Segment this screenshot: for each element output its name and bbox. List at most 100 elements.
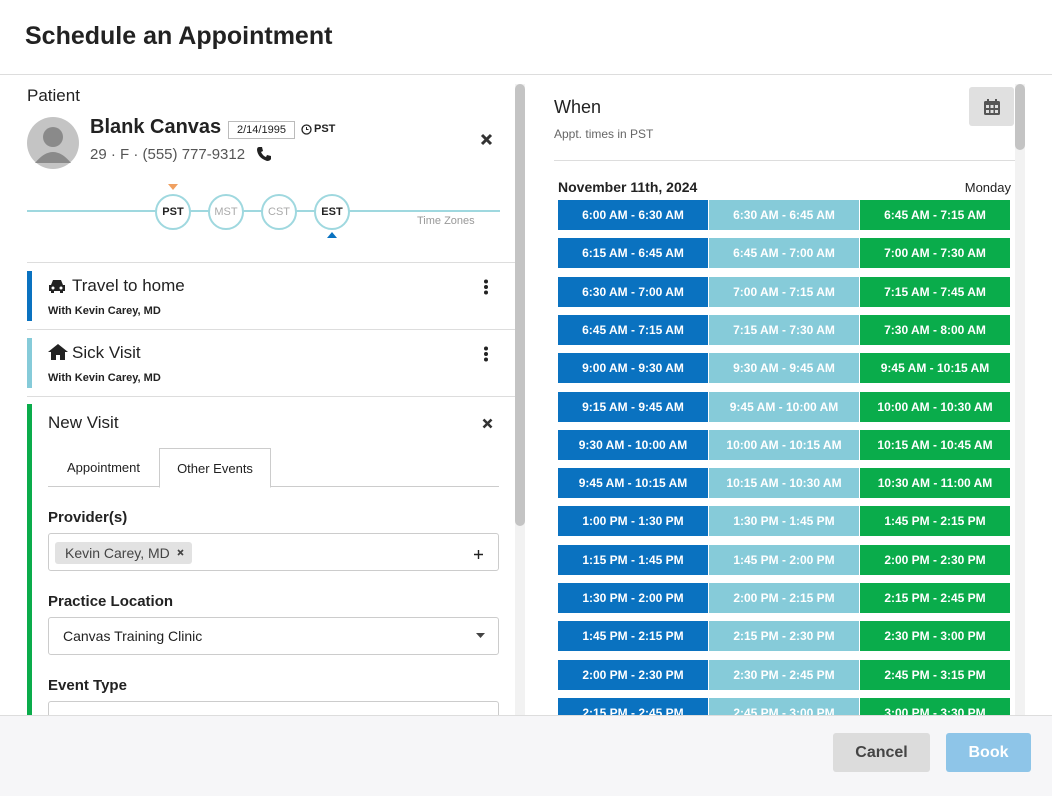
avatar [27,117,79,169]
slot-grid: 6:00 AM - 6:30 AM 6:30 AM - 6:45 AM 6:45 A… [558,200,1010,715]
time-slot[interactable]: 7:00 AM - 7:30 AM [860,238,1010,269]
time-slot[interactable]: 6:45 AM - 7:00 AM [709,238,859,269]
time-slot[interactable]: 1:45 PM - 2:15 PM [860,506,1010,537]
time-slot[interactable]: 2:00 PM - 2:30 PM [860,544,1010,575]
divider [554,160,1015,161]
time-slot[interactable]: 6:15 AM - 6:45 AM [558,238,708,269]
time-slot[interactable]: 2:15 PM - 2:30 PM [709,621,859,652]
location-value: Canvas Training Clinic [63,628,203,644]
new-visit-title: New Visit [48,413,119,432]
time-slot[interactable]: 10:30 AM - 11:00 AM [860,468,1010,499]
time-slot[interactable]: 7:15 AM - 7:45 AM [860,276,1010,307]
time-slot[interactable]: 9:30 AM - 10:00 AM [558,429,708,460]
scrollbar-track [1015,84,1025,715]
time-slot[interactable]: 1:45 PM - 2:15 PM [558,621,708,652]
scrollbar-thumb[interactable] [515,84,525,526]
tab-line [48,486,499,487]
event-menu[interactable] [483,279,489,295]
car-icon [49,280,65,293]
time-slot[interactable]: 10:00 AM - 10:15 AM [709,429,859,460]
time-slot[interactable]: 3:00 PM - 3:30 PM [860,697,1010,715]
tab[interactable]: Appointment [67,460,140,475]
close-new-visit[interactable] [482,418,493,429]
time-slot[interactable]: 9:15 AM - 9:45 AM [558,391,708,422]
current-tz-marker [168,184,178,190]
section-label: Patient [27,86,80,105]
field-label: Event Type [48,677,127,694]
time-slot[interactable]: 10:15 AM - 10:45 AM [860,429,1010,460]
remove-provider[interactable] [177,549,184,556]
time-slot[interactable]: 10:00 AM - 10:30 AM [860,391,1010,422]
phone-icon [257,147,271,161]
time-slot[interactable]: 2:45 PM - 3:15 PM [860,659,1010,690]
event-bar [27,404,32,715]
timezone[interactable]: PST [155,194,191,230]
time-slot[interactable]: 2:15 PM - 2:45 PM [558,697,708,715]
time-slot[interactable]: 7:00 AM - 7:15 AM [709,276,859,307]
dialog-title: Schedule an Appointment [25,22,333,50]
event-title: Travel to home [72,276,185,295]
event-provider: With Kevin Carey, MD [48,305,161,317]
selected-tz-marker [327,232,337,238]
home-icon [48,344,68,360]
time-slot[interactable]: 9:30 AM - 9:45 AM [709,353,859,384]
when-title: When [554,97,602,117]
event-provider: With Kevin Carey, MD [48,372,161,384]
calendar-icon [984,99,1000,115]
event-bar [27,271,32,321]
clock-icon [301,124,312,135]
patient-dob: 2/14/1995 [228,121,295,139]
time-slot[interactable]: 1:00 PM - 1:30 PM [558,506,708,537]
time-slot[interactable]: 9:45 AM - 10:15 AM [860,353,1010,384]
event-menu[interactable] [483,346,489,362]
time-slot[interactable]: 2:00 PM - 2:30 PM [558,659,708,690]
time-slot[interactable]: 7:15 AM - 7:30 AM [709,314,859,345]
time-slot[interactable]: 6:45 AM - 7:15 AM [558,314,708,345]
event-title: Sick Visit [72,343,141,362]
add-provider[interactable] [474,550,483,559]
timezone-label: Time Zones [417,215,475,227]
book-button[interactable]: Book [946,733,1031,772]
timezone[interactable]: CST [261,194,297,230]
time-slot[interactable]: 6:30 AM - 7:00 AM [558,276,708,307]
timezone[interactable]: MST [208,194,244,230]
divider [0,74,1052,75]
time-slot[interactable]: 2:15 PM - 2:45 PM [860,583,1010,613]
time-slot[interactable]: 6:45 AM - 7:15 AM [860,200,1010,230]
time-slot[interactable]: 2:30 PM - 2:45 PM [709,659,859,690]
date: November 11th, 2024 [558,179,698,195]
time-slot[interactable]: 9:45 AM - 10:15 AM [558,468,708,499]
time-slot[interactable]: 1:30 PM - 1:45 PM [709,506,859,537]
time-slot[interactable]: 2:30 PM - 3:00 PM [860,621,1010,652]
field-label: Practice Location [48,593,174,610]
time-slot[interactable]: 6:30 AM - 6:45 AM [709,200,859,230]
time-slot[interactable]: 9:00 AM - 9:30 AM [558,353,708,384]
divider [27,262,515,263]
time-slot[interactable]: 1:30 PM - 2:00 PM [558,583,708,613]
time-slot[interactable]: 1:45 PM - 2:00 PM [709,544,859,575]
scrollbar-thumb[interactable] [1015,84,1025,150]
timezone[interactable]: EST [314,194,350,230]
time-slot[interactable]: 7:30 AM - 8:00 AM [860,314,1010,345]
patient-timezone: PST [314,123,336,135]
location-select[interactable] [48,617,499,655]
patient-name: Blank Canvas [90,116,222,138]
time-slot[interactable]: 10:15 AM - 10:30 AM [709,468,859,499]
patient-details: 29 · F · (555) 777-9312 [90,146,246,163]
tab-active[interactable]: Other Events [159,448,271,488]
when-subtitle: Appt. times in PST [554,127,654,141]
divider [27,396,515,397]
divider [27,329,515,330]
time-slot[interactable]: 2:00 PM - 2:15 PM [709,583,859,613]
weekday: Monday [964,180,1011,195]
time-slot[interactable]: 9:45 AM - 10:00 AM [709,391,859,422]
cancel-button[interactable]: Cancel [833,733,930,772]
provider-chip [55,542,192,564]
time-slot[interactable]: 6:00 AM - 6:30 AM [558,200,708,230]
field-label: Provider(s) [48,509,128,526]
time-slot[interactable]: 2:45 PM - 3:00 PM [709,697,859,715]
provider-chip-text: Kevin Carey, MD [65,545,170,561]
close-patient[interactable] [480,133,493,146]
time-slot[interactable]: 1:15 PM - 1:45 PM [558,544,708,575]
